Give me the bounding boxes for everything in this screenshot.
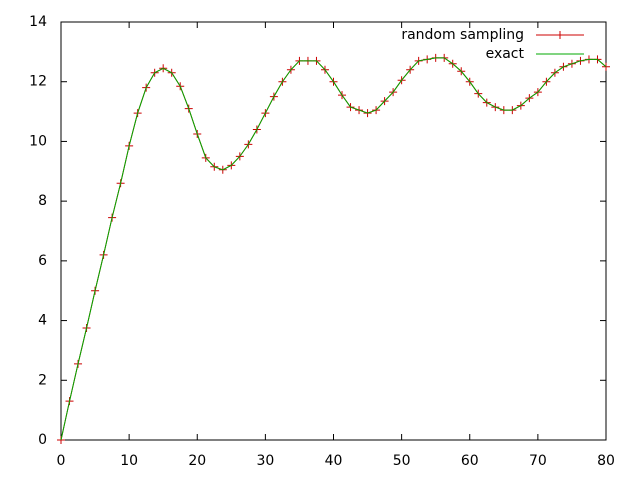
x-tick-label: 70: [529, 453, 547, 469]
x-tick-label: 40: [325, 453, 343, 469]
plot-border: [60, 21, 607, 441]
x-tick-label: 0: [57, 453, 66, 469]
y-tick-label: 0: [38, 432, 47, 448]
y-tick-label: 8: [38, 193, 47, 209]
x-tick-label: 10: [120, 453, 138, 469]
legend-label: random sampling: [401, 27, 524, 43]
y-tick-label: 6: [38, 253, 47, 269]
x-tick-label: 20: [188, 453, 206, 469]
legend-marker: [556, 31, 564, 39]
x-tick-label: 60: [461, 453, 479, 469]
y-tick-label: 4: [38, 313, 47, 329]
y-tick-label: 10: [29, 133, 47, 149]
y-tick-label: 14: [29, 14, 47, 30]
x-tick-label: 50: [393, 453, 411, 469]
y-tick-label: 12: [29, 74, 47, 90]
series-line: [60, 57, 607, 441]
x-tick-label: 80: [597, 453, 615, 469]
x-tick-label: 30: [256, 453, 274, 469]
series-line: [60, 57, 607, 441]
y-tick-label: 2: [38, 372, 47, 388]
legend-label: exact: [486, 46, 525, 62]
